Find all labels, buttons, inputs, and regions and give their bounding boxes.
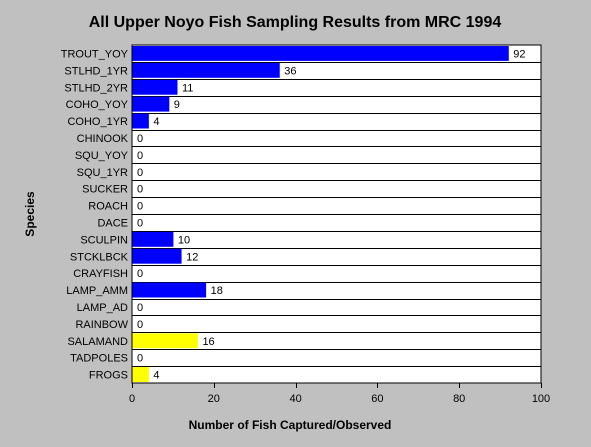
category-label: SUCKER <box>82 184 128 196</box>
category-label: SQU_1YR <box>77 167 128 179</box>
value-label: 0 <box>137 201 143 213</box>
category-label: STLHD_1YR <box>64 65 128 77</box>
category-label: SCULPIN <box>80 234 128 246</box>
x-axis-ticks: 0 20 40 60 80 100 <box>129 383 550 405</box>
bar-stcklbck <box>132 248 182 264</box>
value-label: 0 <box>137 217 143 229</box>
category-label: STLHD_2YR <box>64 82 128 94</box>
category-label: TROUT_YOY <box>61 48 129 60</box>
value-label: 0 <box>137 150 143 162</box>
value-label: 0 <box>137 319 143 331</box>
value-label: 0 <box>137 133 143 145</box>
category-label: LAMP_AMM <box>66 285 128 297</box>
bar-lamp-amm <box>132 282 207 298</box>
category-label: FROGS <box>89 370 128 382</box>
value-label: 4 <box>153 370 159 382</box>
category-label: TADPOLES <box>70 353 128 365</box>
value-label: 0 <box>137 353 143 365</box>
bar-stlhd-2yr <box>132 79 178 95</box>
category-label: COHO_YOY <box>66 99 129 111</box>
category-label: SQU_YOY <box>75 150 129 162</box>
value-label: 9 <box>174 99 180 111</box>
bar-coho-1yr <box>132 113 149 129</box>
category-label: SALAMAND <box>67 336 128 348</box>
value-label: 10 <box>178 234 190 246</box>
category-label: LAMP_AD <box>77 302 128 314</box>
x-tick-label: 0 <box>129 393 135 405</box>
bar-coho-yoy <box>132 96 170 112</box>
value-label: 0 <box>137 167 143 179</box>
x-tick-label: 40 <box>289 393 301 405</box>
category-labels: TROUT_YOY STLHD_1YR STLHD_2YR COHO_YOY COHO_… <box>61 48 129 381</box>
value-label: 12 <box>186 251 198 263</box>
bar-stlhd-1yr <box>132 62 280 78</box>
value-label: 11 <box>182 82 193 94</box>
bar-trout-yoy <box>132 46 509 61</box>
y-axis-label: Species <box>23 191 37 237</box>
value-label: 0 <box>137 302 143 314</box>
bar-frogs <box>132 367 149 382</box>
category-label: ROACH <box>88 201 128 213</box>
x-axis-label: Number of Fish Captured/Observed <box>189 418 392 432</box>
category-label: RAINBOW <box>75 319 128 331</box>
x-tick-label: 20 <box>208 393 220 405</box>
value-label: 0 <box>137 268 143 280</box>
category-label: COHO_1YR <box>67 116 128 128</box>
x-tick-label: 100 <box>532 393 550 405</box>
value-label: 36 <box>284 65 296 77</box>
grid-lines <box>132 62 541 367</box>
category-label: STCKLBCK <box>70 251 129 263</box>
x-tick-label: 80 <box>453 393 465 405</box>
chart-title: All Upper Noyo Fish Sampling Results fro… <box>89 14 502 31</box>
x-tick-label: 60 <box>371 393 383 405</box>
value-label: 18 <box>211 285 223 297</box>
category-label: DACE <box>97 217 128 229</box>
category-label: CRAYFISH <box>73 268 128 280</box>
value-label: 92 <box>513 48 525 60</box>
value-label: 0 <box>137 184 143 196</box>
bar-salamand <box>132 333 198 349</box>
value-label: 16 <box>202 336 214 348</box>
bar-sculpin <box>132 231 174 247</box>
value-label: 4 <box>153 116 159 128</box>
category-label: CHINOOK <box>77 133 129 145</box>
